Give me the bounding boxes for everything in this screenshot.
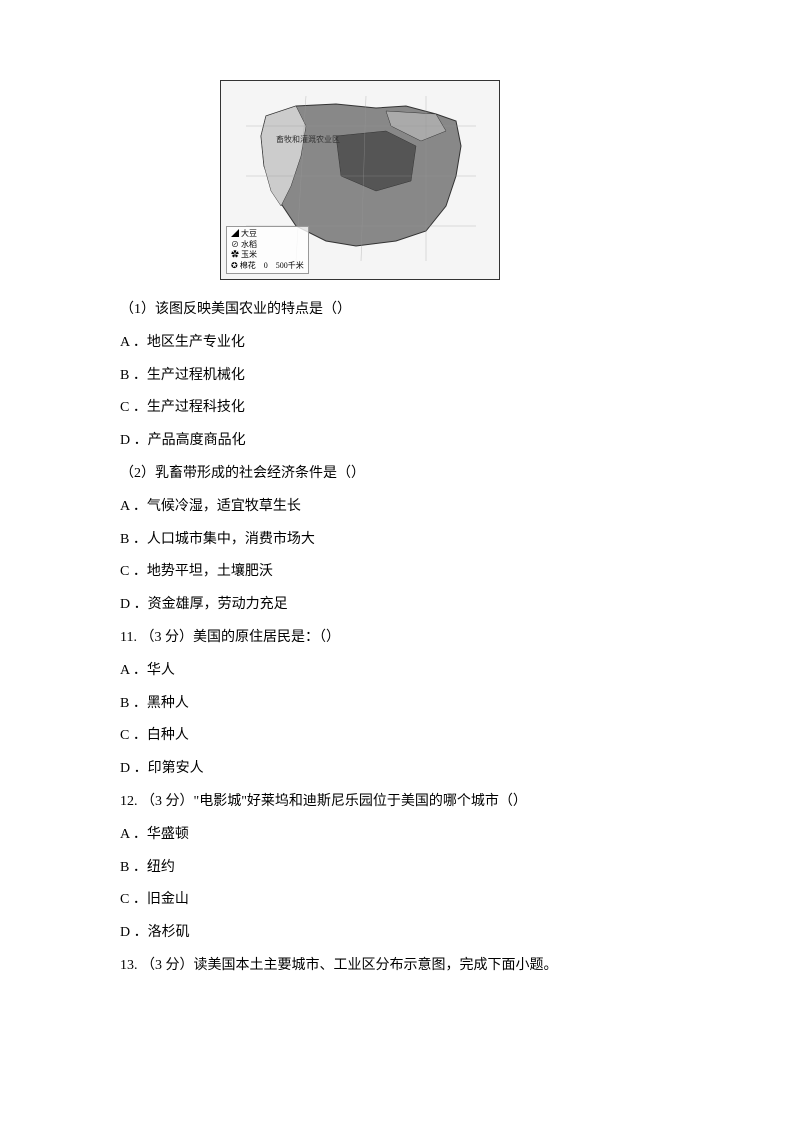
q11-option-a: A ．华人: [120, 656, 674, 687]
q2-stem: （2）乳畜带形成的社会经济条件是（）: [120, 459, 674, 490]
map-legend: ◢ 大豆 ⊘ 水稻 ✿ 玉米 ✪ 棉花 0 500千米: [226, 226, 309, 274]
usa-agriculture-map: 畜牧和灌溉农业区 ◢ 大豆 ⊘ 水稻 ✿ 玉米 ✪ 棉花 0 500千米: [220, 80, 500, 280]
q12-option-b: B ．纽约: [120, 853, 674, 884]
q2-option-a: A ．气候冷湿，适宜牧草生长: [120, 492, 674, 523]
q11-option-d: D ．印第安人: [120, 754, 674, 785]
q12-stem: 12. （3 分）"电影城"好莱坞和迪斯尼乐园位于美国的哪个城市（）: [120, 787, 674, 818]
map-content: 畜牧和灌溉农业区 ◢ 大豆 ⊘ 水稻 ✿ 玉米 ✪ 棉花 0 500千米: [221, 81, 499, 279]
q1-option-b: B ．生产过程机械化: [120, 361, 674, 392]
q2-option-c: C ．地势平坦，土壤肥沃: [120, 557, 674, 588]
q11-option-c: C ．白种人: [120, 721, 674, 752]
q12-option-c: C ．旧金山: [120, 885, 674, 916]
q1-option-a: A ．地区生产专业化: [120, 328, 674, 359]
q11-option-b: B ．黑种人: [120, 689, 674, 720]
map-region-label: 畜牧和灌溉农业区: [276, 131, 340, 149]
q12-option-d: D ．洛杉矶: [120, 918, 674, 949]
q1-option-c: C ．生产过程科技化: [120, 393, 674, 424]
q2-option-d: D ．资金雄厚，劳动力充足: [120, 590, 674, 621]
q13-stem: 13. （3 分）读美国本土主要城市、工业区分布示意图，完成下面小题。: [120, 951, 674, 982]
legend-item: ✪ 棉花 0 500千米: [231, 261, 304, 271]
q12-option-a: A ．华盛顿: [120, 820, 674, 851]
legend-item: ◢ 大豆: [231, 229, 304, 239]
legend-item: ✿ 玉米: [231, 250, 304, 260]
q2-option-b: B ．人口城市集中，消费市场大: [120, 525, 674, 556]
q1-stem: （1）该图反映美国农业的特点是（）: [120, 295, 674, 326]
legend-item: ⊘ 水稻: [231, 240, 304, 250]
q11-stem: 11. （3 分）美国的原住居民是：（）: [120, 623, 674, 654]
q1-option-d: D ．产品高度商品化: [120, 426, 674, 457]
